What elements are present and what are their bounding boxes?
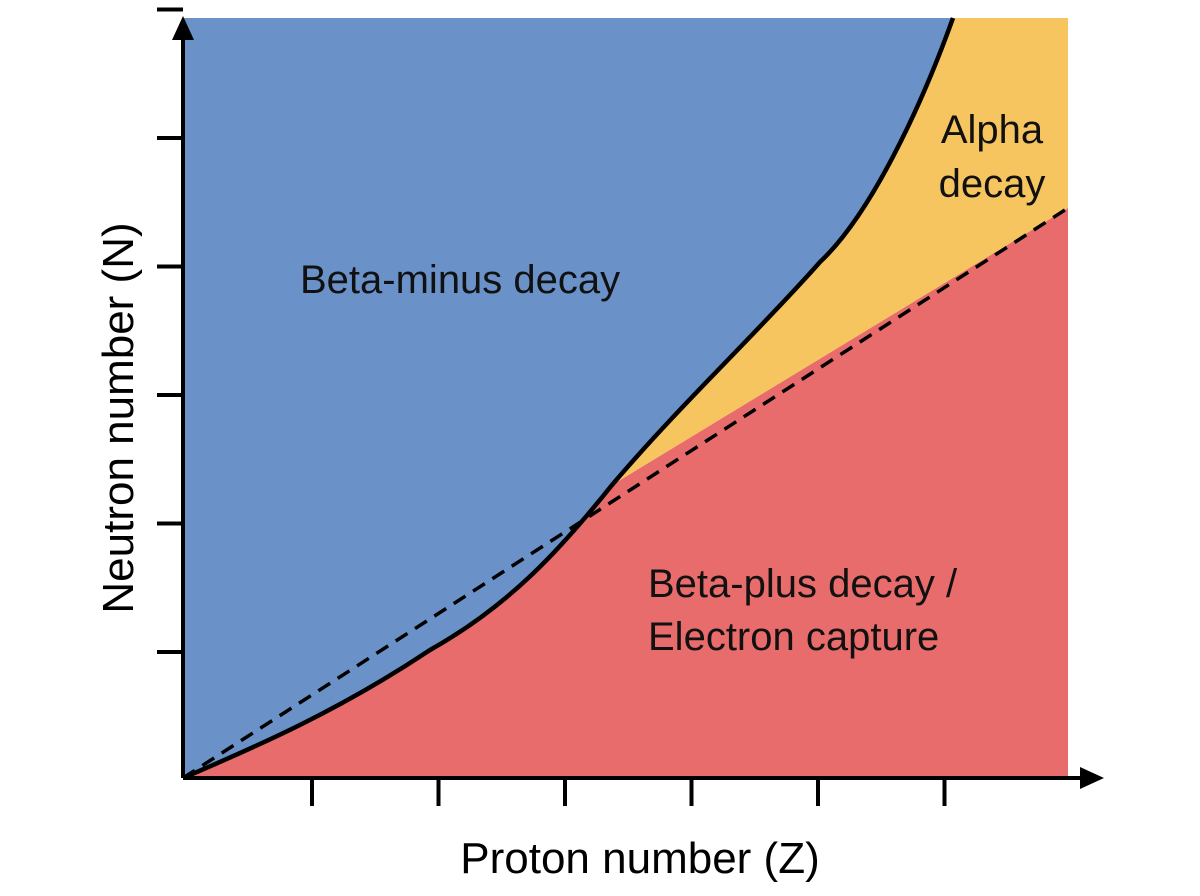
beta-minus-label: Beta-minus decay [300,258,620,302]
x-axis [183,767,1104,789]
x-axis-arrowhead [1080,767,1104,789]
n-equals-z-dashed-line [182,206,1069,780]
alpha-label-line1: Alpha [941,108,1044,152]
alpha-label-line2: decay [939,162,1046,206]
stability-curve [182,17,956,781]
beta-minus-region [183,18,953,778]
y-axis-title: Neutron number (N) [94,222,143,613]
y-axis-ticks [157,7,183,654]
alpha-region [612,18,1068,485]
beta-plus-label-line2: Electron capture [648,615,939,659]
x-axis-title: Proton number (Z) [460,834,819,883]
x-axis-ticks [310,778,947,806]
beta-plus-label-line1: Beta-plus decay / [648,562,958,606]
y-axis-arrowhead [172,16,194,40]
